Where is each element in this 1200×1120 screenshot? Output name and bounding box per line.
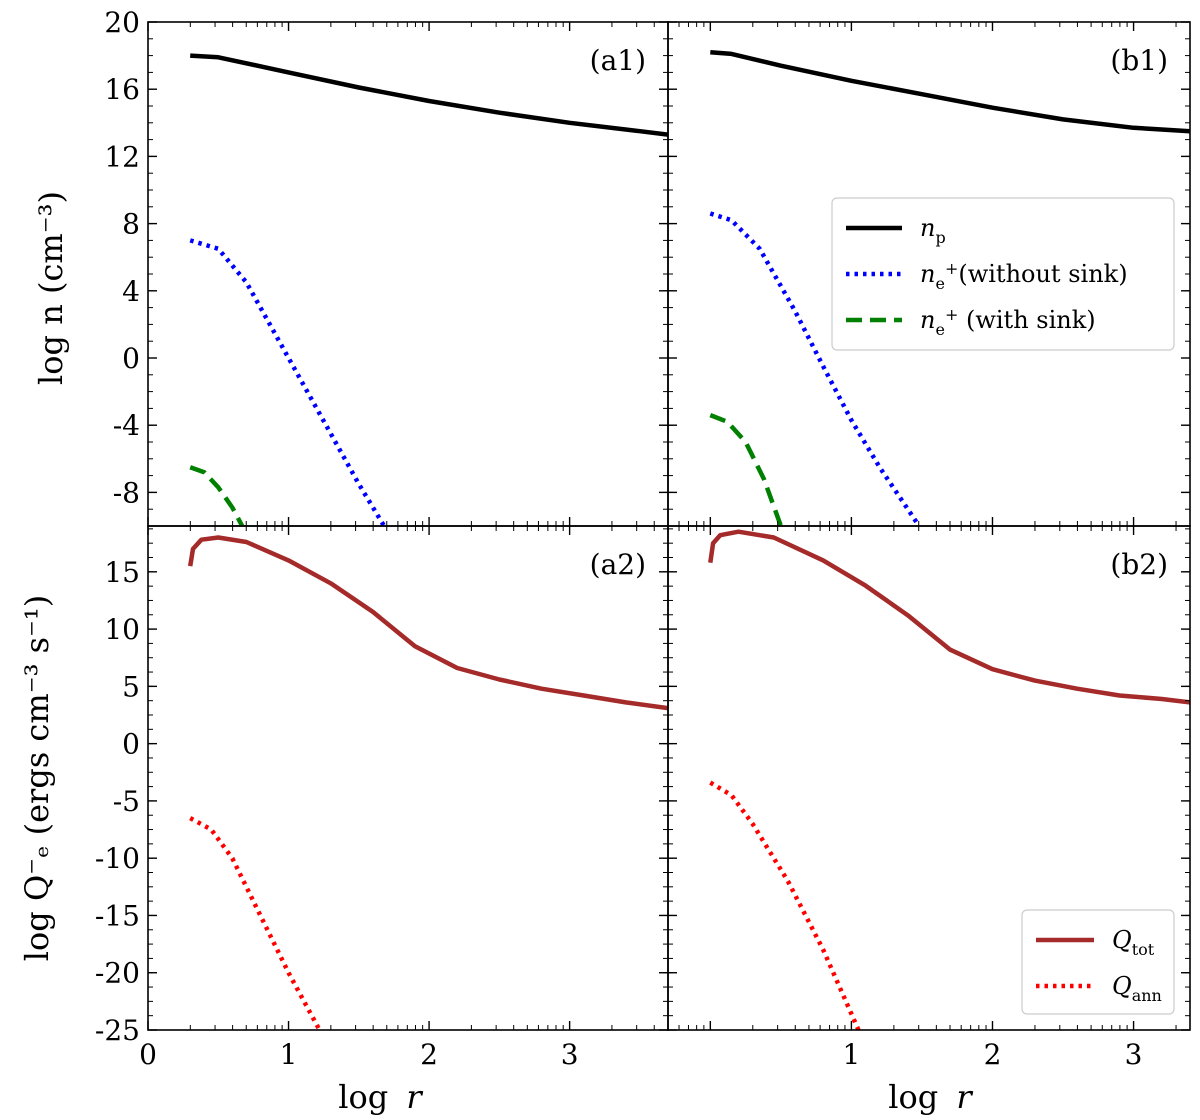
y-tick-label: 16 [104, 73, 140, 106]
panel-b2: 1 2 3 (b2) [667, 525, 1191, 1071]
legend-frame [831, 197, 1175, 351]
series-group [189, 53, 668, 526]
y-axis-title-top: log n (cm⁻³) [32, 191, 70, 385]
y-tick-label: 0 [122, 728, 140, 761]
svg-text:log r: log r [338, 1078, 423, 1116]
x-tick-label: 2 [420, 1038, 438, 1071]
axes-frame [667, 525, 1191, 1031]
series-line [709, 413, 784, 526]
panel-label: (b1) [1110, 44, 1168, 77]
y-tick-label: -8 [113, 476, 140, 509]
series-line [709, 211, 921, 526]
x-tick-label: 3 [1125, 1038, 1143, 1071]
y-tick-label: 0 [122, 342, 140, 375]
legend-top: np ne+(without sink) ne+ (with sink) [831, 197, 1175, 351]
legend-label: ne+(without sink) [920, 259, 1128, 293]
series-line [710, 49, 1190, 134]
x-tick-label: 3 [561, 1038, 579, 1071]
y-tick-label: 10 [104, 613, 140, 646]
x-axis-title-right: log r [888, 1078, 973, 1116]
y-tick-label: 20 [104, 6, 140, 39]
legend-label: ne+ (with sink) [920, 305, 1096, 339]
y-tick-label: 4 [122, 275, 140, 308]
legend-label: np [920, 214, 946, 247]
x-tick-label: 0 [139, 1038, 157, 1071]
svg-text:log r: log r [888, 1078, 973, 1116]
x-axis-title-var: r [406, 1078, 423, 1116]
series-line [190, 53, 668, 137]
x-axis-title-prefix: log [888, 1078, 938, 1116]
x-axis-title-var: r [956, 1078, 973, 1116]
y-tick-label: 15 [104, 556, 140, 589]
legend-label: Qann [1112, 972, 1162, 1005]
y-tick-label: 8 [122, 208, 140, 241]
legend-frame [1021, 909, 1175, 1015]
y-tick-label: -15 [95, 899, 140, 932]
y-tick-label: -5 [113, 785, 140, 818]
legend-label: Qtot [1112, 926, 1155, 959]
y-tick-label: 12 [104, 140, 140, 173]
y-tick-label: -10 [95, 842, 140, 875]
x-tick-label: 1 [842, 1038, 860, 1071]
x-tick-label: 2 [984, 1038, 1002, 1071]
panel-a1: 20 16 12 8 4 0 -4 -8 (a1) [104, 6, 669, 527]
axes-frame [147, 525, 669, 1031]
series-line [189, 465, 245, 526]
y-axis-title-bottom: log Q⁻ₑ (ergs cm⁻³ s⁻¹) [18, 595, 56, 961]
series-line [708, 529, 1190, 705]
y-tick-label: -20 [95, 957, 140, 990]
x-axis-title-prefix: log [338, 1078, 388, 1116]
x-tick-label: 1 [280, 1038, 298, 1071]
panel-label: (a1) [590, 44, 646, 77]
y-tick-label: -25 [95, 1014, 140, 1047]
panel-label: (b2) [1110, 548, 1168, 581]
y-tick-label: -4 [113, 409, 140, 442]
x-axis-title-left: log r [338, 1078, 423, 1116]
y-tick-label: 5 [122, 670, 140, 703]
series-group [709, 49, 1190, 526]
series-line [189, 238, 387, 526]
series-line [189, 816, 322, 1030]
legend-bottom: Qtot Qann [1021, 909, 1175, 1015]
panel-label: (a2) [590, 548, 646, 581]
series-line [709, 780, 861, 1030]
series-group [187, 535, 668, 1030]
series-group [708, 529, 1190, 1030]
series-line [187, 535, 668, 711]
